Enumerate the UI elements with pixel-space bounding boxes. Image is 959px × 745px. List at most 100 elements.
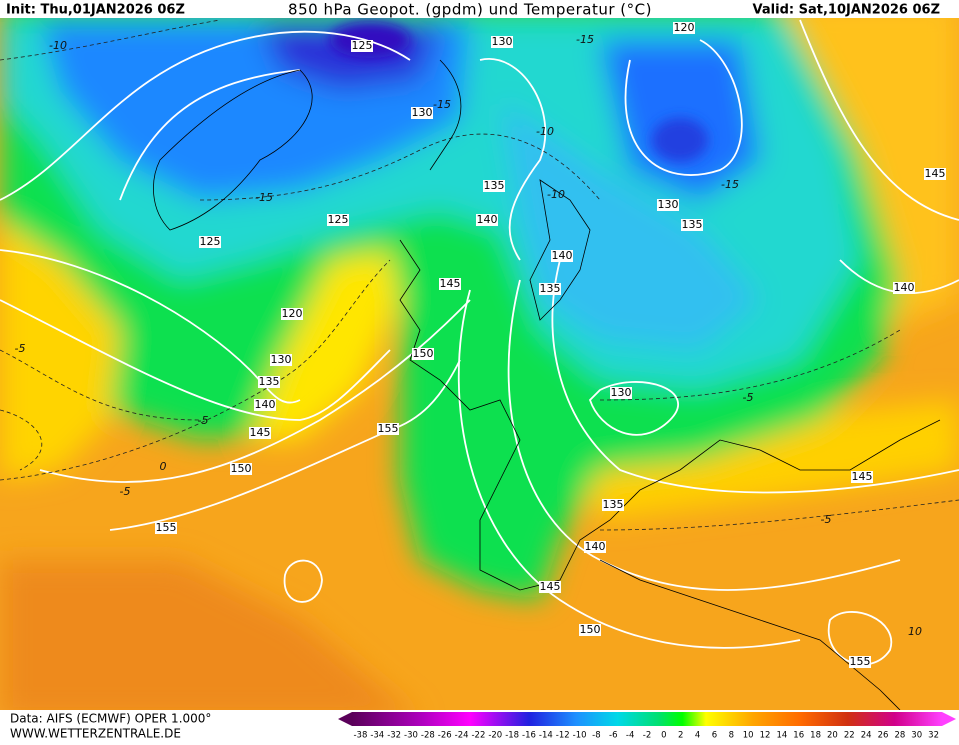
colorbar-label: 14 — [776, 731, 787, 741]
label-box — [377, 423, 399, 435]
label-box — [610, 387, 632, 399]
temperature-label: -5 — [821, 513, 832, 526]
temperature-contours — [0, 19, 959, 531]
temperature-label: -10 — [49, 39, 67, 52]
geopotential-label: 140 — [477, 213, 498, 226]
colorbar-label: -16 — [522, 731, 536, 741]
colorbar-label: 16 — [793, 731, 804, 741]
temperature-label: -5 — [198, 414, 209, 427]
geopotential-label: 135 — [259, 375, 280, 388]
colorbar-label: 10 — [743, 731, 754, 741]
label-box — [849, 656, 871, 668]
label-box — [483, 180, 505, 192]
label-box — [539, 283, 561, 295]
colorbar-label: -38 — [353, 731, 367, 741]
colorbar-label: -10 — [573, 731, 587, 741]
colorbar-label: -28 — [421, 731, 435, 741]
label-box — [673, 22, 695, 34]
header-bar — [0, 0, 959, 18]
label-box — [258, 376, 280, 388]
colorbar-label: 6 — [712, 731, 717, 741]
geopotential-label: 135 — [484, 179, 505, 192]
colorbar-label: -30 — [404, 731, 418, 741]
geopotential-label: 150 — [413, 347, 434, 360]
colorbar-label: 20 — [827, 731, 838, 741]
colorbar-label: 32 — [928, 731, 939, 741]
label-box — [551, 250, 573, 262]
label-box — [270, 354, 292, 366]
geopotential-label: 140 — [894, 281, 915, 294]
geopotential-label: 145 — [925, 167, 946, 180]
temperature-label: -10 — [536, 125, 554, 138]
temperature-label: -10 — [547, 188, 565, 201]
geopotential-label: 145 — [250, 426, 271, 439]
geopotential-label: 130 — [271, 353, 292, 366]
geopotential-label: 145 — [540, 580, 561, 593]
colorbar-label: -18 — [505, 731, 519, 741]
temperature-label: 10 — [908, 625, 922, 638]
label-box — [230, 463, 252, 475]
colorbar-label: -12 — [556, 731, 570, 741]
colorbar-label: -34 — [370, 731, 384, 741]
geopotential-label: 135 — [682, 218, 703, 231]
colorbar-label: 4 — [695, 731, 700, 741]
geopotential-label: 135 — [540, 282, 561, 295]
colorbar-label: -24 — [455, 731, 469, 741]
geopotential-label: 155 — [850, 655, 871, 668]
colorbar-label: 12 — [760, 731, 771, 741]
label-box — [439, 278, 461, 290]
label-box — [254, 399, 276, 411]
colorbar-labels: -38 -34 -32 -30 -28 -26 -24 -22 -20 -18 -16 -14 -12-… — [353, 731, 939, 741]
colorbar-label: -26 — [438, 731, 452, 741]
geopotential-label: 150 — [580, 623, 601, 636]
geopotential-label: 130 — [412, 106, 433, 119]
temperature-label: -15 — [433, 98, 451, 111]
geopotential-label: 120 — [674, 21, 695, 34]
colorbar-min-arrow — [338, 712, 352, 726]
label-box — [476, 214, 498, 226]
label-box — [411, 107, 433, 119]
colorbar-label: 2 — [678, 731, 683, 741]
geopotential-label: 150 — [231, 462, 252, 475]
geopotential-label: 140 — [585, 540, 606, 553]
colorbar-label: 30 — [911, 731, 922, 741]
label-box — [351, 40, 373, 52]
colorbar — [338, 712, 956, 726]
geopotential-label: 140 — [255, 398, 276, 411]
colorbar-label: 24 — [861, 731, 872, 741]
colorbar-label: -20 — [488, 731, 502, 741]
geopotential-label: 130 — [611, 386, 632, 399]
label-box — [249, 427, 271, 439]
label-box — [924, 168, 946, 180]
geopotential-label: 145 — [440, 277, 461, 290]
colorbar-label: -14 — [539, 731, 553, 741]
label-box — [579, 624, 601, 636]
temperature-label: -5 — [120, 485, 131, 498]
label-box — [199, 236, 221, 248]
label-box — [602, 499, 624, 511]
label-box — [657, 199, 679, 211]
colorbar-label: 8 — [729, 731, 734, 741]
label-box — [584, 541, 606, 553]
temperature-label: -15 — [576, 33, 594, 46]
temperature-label: -5 — [15, 342, 26, 355]
colorbar-max-arrow — [942, 712, 956, 726]
geopotential-label: 120 — [282, 307, 303, 320]
label-box — [893, 282, 915, 294]
geopotential-label: 155 — [156, 521, 177, 534]
data-source: Data: AIFS (ECMWF) OPER 1.000° — [10, 712, 211, 726]
colorbar-label: -6 — [609, 731, 617, 741]
temperature-label: -5 — [743, 391, 754, 404]
geopotential-label: 125 — [200, 235, 221, 248]
temperature-field — [0, 18, 959, 710]
colorbar-label: -8 — [592, 731, 600, 741]
label-box — [155, 522, 177, 534]
init-time: Init: Thu,01JAN2026 06Z — [6, 3, 185, 18]
colorbar-label: -22 — [471, 731, 485, 741]
label-box — [412, 348, 434, 360]
geopotential-label: 155 — [378, 422, 399, 435]
valid-time: Valid: Sat,10JAN2026 06Z — [753, 3, 940, 18]
geopotential-label: 145 — [852, 470, 873, 483]
geopotential-label: 135 — [603, 498, 624, 511]
